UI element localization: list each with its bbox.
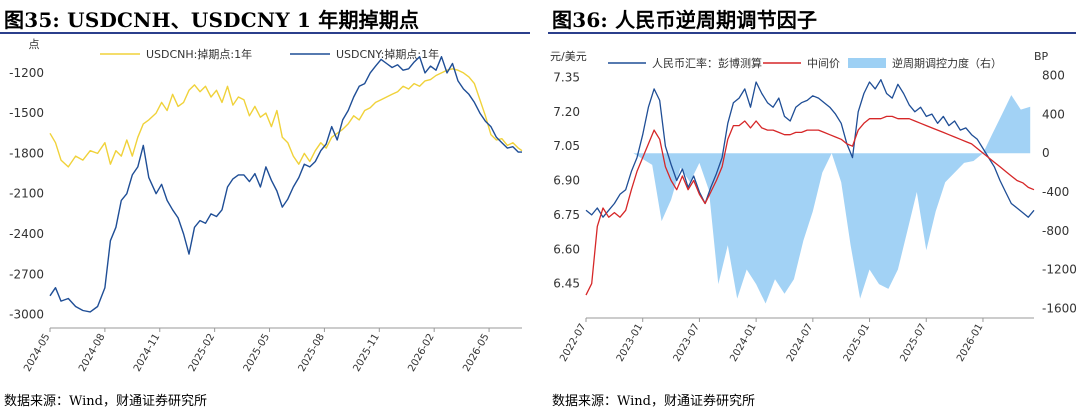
right-y-tick-label-right: -400 — [1042, 185, 1069, 199]
left-title-rule — [0, 32, 530, 34]
left-x-tick-label: 2025-11 — [351, 332, 381, 374]
right-x-tick-label: 2022-07 — [558, 322, 588, 364]
right-y-label-right: BP — [1034, 50, 1049, 63]
right-y-tick-label-left: 6.90 — [553, 174, 580, 188]
right-y-tick-label-left: 6.45 — [553, 277, 580, 291]
right-chart-title: 图36: 人民币逆周期调节因子 — [552, 8, 818, 32]
right-series-line — [585, 79, 1035, 218]
right-legend-swatch — [848, 58, 886, 68]
left-x-tick-label: 2025-02 — [187, 332, 217, 374]
right-series-line — [585, 115, 1035, 296]
left-chart-title: 图35: USDCNH、USDCNY 1 年期掉期点 — [4, 8, 420, 32]
left-x-tick-label: 2025-08 — [297, 332, 327, 374]
left-x-tick-label: 2026-02 — [406, 332, 436, 374]
right-y-tick-label-left: 7.20 — [553, 105, 580, 119]
right-legend-label: 人民币汇率：彭博测算 — [652, 56, 762, 70]
right-y-tick-label-right: -800 — [1042, 224, 1069, 238]
left-y-tick-label: -1500 — [9, 106, 44, 120]
right-y-tick-label-right: 0 — [1042, 146, 1050, 160]
left-source: 数据来源：Wind，财通证券研究所 — [4, 394, 207, 409]
left-x-tick-label: 2026-05 — [461, 332, 491, 374]
right-y-tick-label-right: -1600 — [1042, 301, 1077, 315]
right-panel: 图36: 人民币逆周期调节因子 元/美元 BP 7.35 7.20 7.05 6.90 6.… — [548, 0, 1080, 416]
right-y-label-left: 元/美元 — [550, 50, 587, 63]
right-source: 数据来源：Wind，财通证券研究所 — [552, 394, 755, 409]
right-y-tick-label-right: 400 — [1042, 107, 1065, 121]
right-x-tick-label: 2025-07 — [898, 322, 928, 364]
right-y-tick-label-left: 6.60 — [553, 242, 580, 256]
right-x-tick-label: 2023-07 — [672, 322, 702, 364]
right-y-tick-label-right: -1200 — [1042, 263, 1077, 277]
right-legend-label: 中间价 — [807, 57, 840, 70]
right-x-tick-label: 2025-01 — [842, 322, 872, 364]
right-y-tick-label-left: 7.35 — [553, 70, 580, 84]
left-x-tick-label: 2025-05 — [242, 332, 272, 374]
left-legend-label: USDCNH:掉期点:1年 — [146, 47, 252, 61]
left-y-label: 点 — [29, 38, 40, 51]
right-y-tick-label-left: 6.75 — [553, 208, 580, 222]
left-panel: 图35: USDCNH、USDCNY 1 年期掉期点 点 -1200 -1500 -1… — [0, 0, 530, 416]
left-series-line — [49, 68, 523, 168]
left-series-line — [49, 56, 522, 313]
left-legend-label: USDCNY:掉期点:1年 — [336, 47, 439, 61]
left-x-tick-label: 2024-11 — [132, 332, 162, 374]
left-y-tick-label: -1200 — [9, 66, 44, 80]
right-x-tick-label: 2023-01 — [615, 322, 645, 364]
left-y-tick-label: -2400 — [9, 227, 44, 241]
left-chart: 点 -1200 -1500 -1800 -2100 -2400 -2700 -3000 2024… — [9, 38, 523, 374]
right-chart: 元/美元 BP 7.35 7.20 7.05 6.90 6.75 6.60 6.45 800 400… — [550, 50, 1077, 364]
right-series-area — [586, 95, 1031, 304]
left-x-tick-label: 2024-08 — [77, 332, 107, 374]
left-y-tick-label: -3000 — [9, 308, 44, 322]
right-legend-label: 逆周期调控力度（右） — [892, 56, 1002, 70]
right-y-tick-label-left: 7.05 — [553, 139, 580, 153]
left-y-tick-label: -2700 — [9, 267, 44, 281]
right-x-tick-label: 2024-07 — [785, 322, 815, 364]
left-y-tick-label: -1800 — [9, 146, 44, 160]
left-y-tick-label: -2100 — [9, 187, 44, 201]
left-x-tick-label: 2024-05 — [22, 332, 52, 374]
right-y-tick-label-right: 800 — [1042, 69, 1065, 83]
right-title-rule — [548, 32, 1076, 34]
right-x-tick-label: 2026-01 — [955, 322, 985, 364]
right-x-tick-label: 2024-01 — [728, 322, 758, 364]
